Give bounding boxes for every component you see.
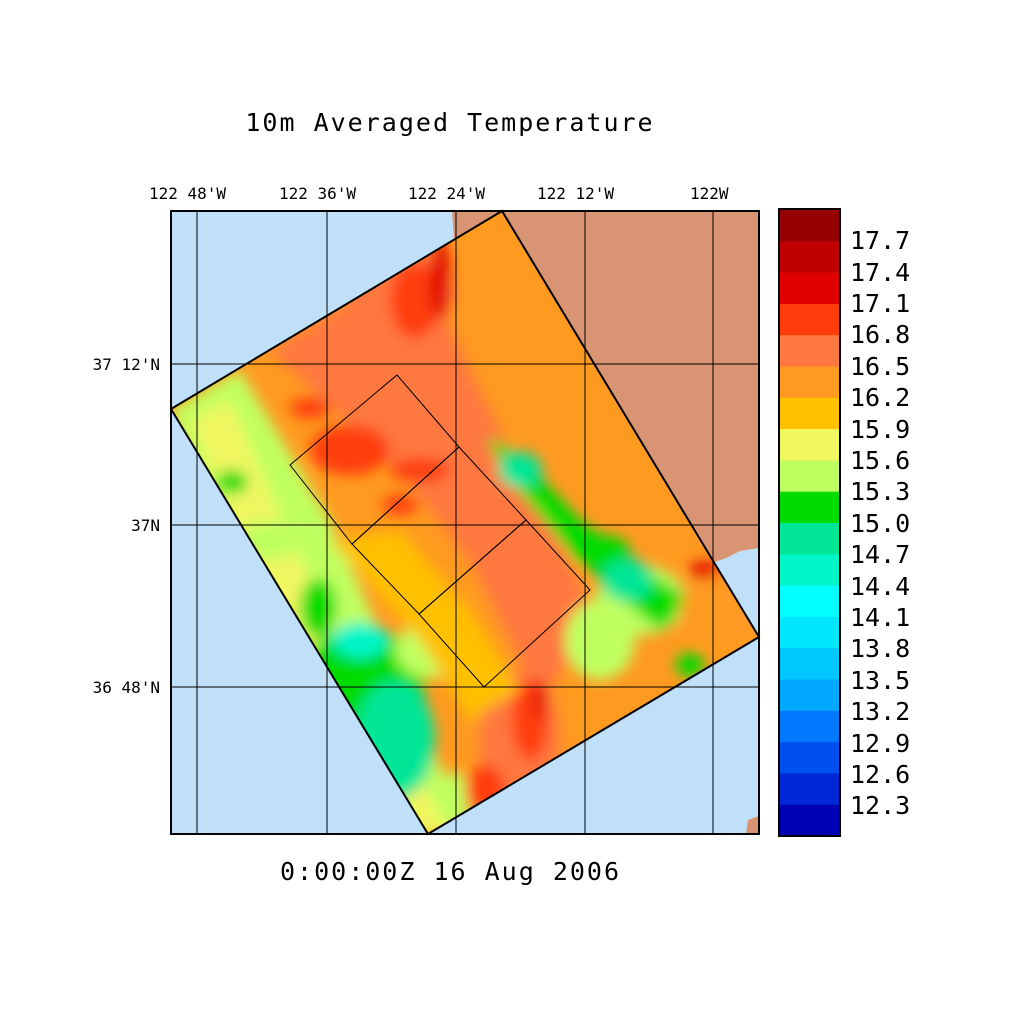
colorbar-swatch xyxy=(780,804,840,837)
colorbar-swatch xyxy=(780,710,840,743)
colorbar-label: 15.3 xyxy=(850,477,911,506)
land-speck xyxy=(746,816,759,834)
map-frame xyxy=(170,210,760,835)
colorbar-label: 16.5 xyxy=(850,352,911,381)
colorbar-swatch xyxy=(780,523,840,555)
colorbar-swatch xyxy=(780,491,840,524)
colorbar-label: 15.0 xyxy=(850,509,911,538)
colorbar-label: 16.8 xyxy=(850,320,911,349)
colorbar-label: 14.4 xyxy=(850,572,911,601)
colorbar-label: 12.3 xyxy=(850,791,911,820)
colorbar-swatch xyxy=(780,585,840,618)
colorbar-label: 12.6 xyxy=(850,760,911,789)
lon-label-122w: 122W xyxy=(690,184,729,203)
colorbar-swatch xyxy=(780,679,840,712)
lat-label-37n: 37N xyxy=(131,516,160,535)
timestamp: 0:00:00Z 16 Aug 2006 xyxy=(280,857,622,886)
lat-label-37-12n: 37 12'N xyxy=(92,355,160,374)
lon-label-122-36w: 122 36'W xyxy=(279,184,357,203)
colorbar-label: 17.7 xyxy=(850,226,911,255)
colorbar-label: 14.1 xyxy=(850,603,911,632)
map-title: 10m Averaged Temperature xyxy=(245,108,655,137)
graticule xyxy=(171,211,759,834)
colorbar-swatch xyxy=(780,210,840,242)
colorbar-label: 17.4 xyxy=(850,258,911,287)
colorbar-label: 14.7 xyxy=(850,540,911,569)
colorbar-label: 13.8 xyxy=(850,634,911,663)
lat-label-36-48n: 36 48'N xyxy=(92,678,160,697)
colorbar-swatch xyxy=(780,397,840,430)
colorbar-swatch xyxy=(780,335,840,368)
colorbar-label: 13.2 xyxy=(850,697,911,726)
colorbar-swatch xyxy=(780,773,840,806)
colorbar-swatch xyxy=(780,241,840,274)
colorbar-swatch xyxy=(780,648,840,681)
colorbar xyxy=(780,210,840,837)
colorbar-label: 17.1 xyxy=(850,289,911,318)
colorbar-label: 15.9 xyxy=(850,415,911,444)
colorbar-swatch xyxy=(780,429,840,461)
colorbar-label: 12.9 xyxy=(850,729,911,758)
colorbar-frame xyxy=(778,208,841,837)
colorbar-swatch xyxy=(780,366,840,399)
colorbar-label: 13.5 xyxy=(850,666,911,695)
colorbar-label: 16.2 xyxy=(850,383,911,412)
subdomain-boxes xyxy=(289,374,591,688)
colorbar-swatch xyxy=(780,742,840,774)
lon-label-122-24w: 122 24'W xyxy=(408,184,486,203)
colorbar-swatch xyxy=(780,460,840,493)
colorbar-swatch xyxy=(780,616,840,649)
lon-label-122-48w: 122 48'W xyxy=(149,184,227,203)
colorbar-swatch xyxy=(780,554,840,587)
colorbar-swatch xyxy=(780,303,840,336)
colorbar-swatch xyxy=(780,272,840,305)
colorbar-label: 15.6 xyxy=(850,446,911,475)
lon-label-122-12w: 122 12'W xyxy=(537,184,615,203)
